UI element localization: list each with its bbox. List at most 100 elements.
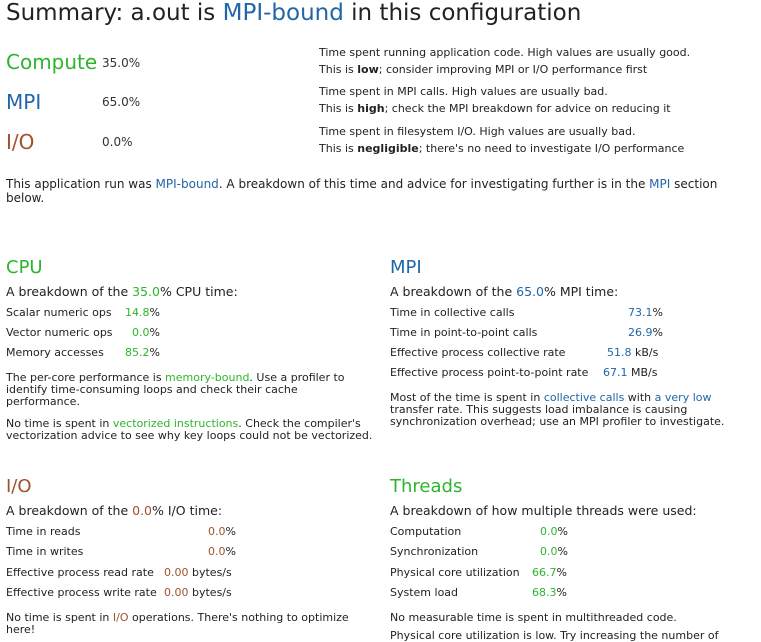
text: A breakdown of the: [390, 284, 517, 299]
metric-verdict-mpi: high: [357, 102, 385, 115]
cpu-advice-1: The per-core performance is memory-bound…: [6, 372, 366, 408]
metric-desc-io-line1: Time spent in filesystem I/O. High value…: [319, 125, 636, 138]
threads-row-value: 68.3%: [532, 586, 567, 599]
value: 51.8: [607, 346, 632, 359]
mpi-row-value: 51.8 kB/s: [607, 346, 658, 359]
cpu-total-value: 35.0: [132, 284, 160, 299]
mpi-row-label: Effective process point-to-point rate: [390, 366, 589, 379]
text: . Check the compiler's vectorization adv…: [6, 417, 373, 442]
metric-desc-compute-line1: Time spent running application code. Hig…: [319, 46, 691, 59]
metric-value-compute: 35.0%: [102, 56, 141, 70]
vectorized-instructions-link[interactable]: vectorized instructions: [112, 417, 239, 430]
io-row-label: Time in writes: [6, 545, 84, 558]
io-subtitle: A breakdown of the 0.0% I/O time:: [6, 503, 222, 518]
text: This application run was: [6, 177, 156, 191]
text: . A breakdown of this time and advice fo…: [218, 177, 650, 191]
value: 26.9: [628, 326, 653, 339]
value: 0.00: [164, 586, 189, 599]
io-link[interactable]: I/O: [112, 611, 129, 624]
title-suffix: in this configuration: [343, 0, 582, 26]
mpi-bound-link[interactable]: MPI-bound: [155, 177, 219, 191]
metric-value-io: 0.0%: [102, 135, 133, 149]
unit: %: [149, 326, 160, 339]
metric-name-mpi: MPI: [6, 90, 42, 114]
text: % CPU time:: [159, 284, 238, 299]
io-advice: No time is spent in I/O operations. Ther…: [6, 612, 361, 636]
io-total-value: 0.0: [132, 503, 153, 518]
mpi-total-value: 65.0: [516, 284, 544, 299]
unit: %: [149, 306, 160, 319]
text: This is: [319, 142, 358, 155]
metric-verdict-io: negligible: [357, 142, 419, 155]
text: ; consider improving MPI or I/O performa…: [378, 63, 648, 76]
mpi-row-label: Effective process collective rate: [390, 346, 566, 359]
cpu-advice-2: No time is spent in vectorized instructi…: [6, 418, 376, 442]
text: No time is spent in: [6, 417, 113, 430]
mpi-row-label: Time in point-to-point calls: [390, 326, 538, 339]
text: This is: [319, 63, 358, 76]
io-row-value: 0.00 bytes/s: [164, 566, 232, 579]
text: ; there's no need to investigate I/O per…: [418, 142, 685, 155]
memory-bound-link[interactable]: memory-bound: [165, 371, 250, 384]
title-prefix: Summary: a.out is: [6, 0, 223, 26]
cpu-row-value: 85.2%: [125, 346, 160, 359]
text: Most of the time is spent in: [390, 391, 544, 404]
threads-subtitle: A breakdown of how multiple threads were…: [390, 503, 697, 518]
text: A breakdown of the: [6, 284, 133, 299]
value: 0.00: [164, 566, 189, 579]
threads-advice-2: Physical core utilization is low. Try in…: [390, 629, 719, 642]
value: 66.7: [532, 566, 557, 579]
text: with: [624, 391, 655, 404]
text: No time is spent in: [6, 611, 113, 624]
mpi-row-label: Time in collective calls: [390, 306, 515, 319]
metric-desc-io-line2: This is negligible; there's no need to i…: [319, 140, 684, 157]
text: % MPI time:: [543, 284, 619, 299]
threads-row-label: Computation: [390, 525, 462, 538]
threads-section-title: Threads: [390, 476, 463, 497]
unit: %: [652, 306, 663, 319]
value: 68.3: [532, 586, 557, 599]
text: This is: [319, 102, 358, 115]
threads-row-label: System load: [390, 586, 459, 599]
value: 0.0: [540, 525, 558, 538]
io-section-title: I/O: [6, 476, 32, 497]
mpi-advice: Most of the time is spent in collective …: [390, 392, 755, 428]
unit: %: [652, 326, 663, 339]
threads-row-value: 0.0%: [540, 545, 568, 558]
text: A breakdown of the: [6, 503, 133, 518]
value: 0.0: [208, 525, 226, 538]
metric-name-compute: Compute: [6, 50, 98, 74]
cpu-row-label: Scalar numeric ops: [6, 306, 112, 319]
unit: kB/s: [631, 346, 659, 359]
mpi-section-link[interactable]: MPI: [649, 177, 671, 191]
cpu-subtitle: A breakdown of the 35.0% CPU time:: [6, 284, 238, 299]
metric-desc-mpi-line1: Time spent in MPI calls. High values are…: [319, 85, 608, 98]
threads-row-value: 66.7%: [532, 566, 567, 579]
cpu-row-value: 0.0%: [132, 326, 160, 339]
unit: bytes/s: [188, 566, 232, 579]
threads-row-value: 0.0%: [540, 525, 568, 538]
metric-desc-mpi: Time spent in MPI calls. High values are…: [319, 83, 671, 117]
mpi-row-value: 67.1 MB/s: [603, 366, 657, 379]
metric-value-mpi: 65.0%: [102, 95, 141, 109]
io-row-label: Effective process read rate: [6, 566, 154, 579]
very-low-link[interactable]: a very low: [654, 391, 712, 404]
unit: %: [225, 525, 236, 538]
unit: MB/s: [627, 366, 658, 379]
unit: bytes/s: [188, 586, 232, 599]
text: section below.: [6, 177, 718, 205]
io-row-label: Time in reads: [6, 525, 81, 538]
metric-desc-compute: Time spent running application code. Hig…: [319, 44, 690, 78]
cpu-row-label: Vector numeric ops: [6, 326, 113, 339]
cpu-section-title: CPU: [6, 257, 43, 278]
unit: %: [149, 346, 160, 359]
collective-calls-link[interactable]: collective calls: [543, 391, 625, 404]
mpi-row-value: 73.1%: [628, 306, 663, 319]
mpi-subtitle: A breakdown of the 65.0% MPI time:: [390, 284, 618, 299]
mpi-section-title: MPI: [390, 257, 422, 278]
text: The per-core performance is: [6, 371, 166, 384]
metric-desc-io: Time spent in filesystem I/O. High value…: [319, 123, 684, 157]
value: 0.0: [208, 545, 226, 558]
text: ; check the MPI breakdown for advice on …: [384, 102, 671, 115]
value: 14.8: [125, 306, 150, 319]
